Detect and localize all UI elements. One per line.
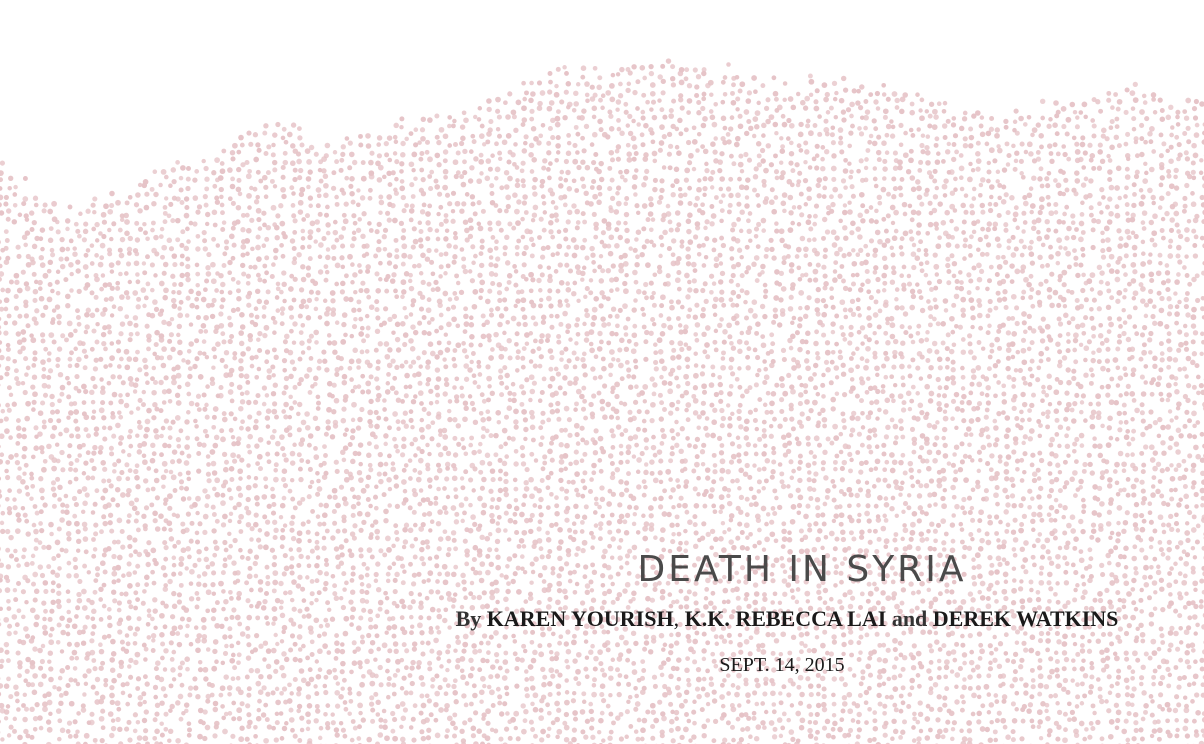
author-kk-rebecca-lai[interactable]: K.K. REBECCA LAI bbox=[684, 606, 887, 631]
author-derek-watkins[interactable]: DEREK WATKINS bbox=[932, 606, 1119, 631]
byline-separator: , bbox=[673, 606, 680, 631]
title-block: DEATH IN SYRIA By KAREN YOURISH, K.K. RE… bbox=[360, 546, 1204, 678]
dateline: SEPT. 14, 2015 bbox=[719, 654, 845, 676]
headline: DEATH IN SYRIA bbox=[637, 549, 967, 590]
byline-conjunction: and bbox=[891, 606, 928, 631]
byline-by: By bbox=[455, 606, 482, 631]
byline: By KAREN YOURISH, K.K. REBECCA LAI and D… bbox=[360, 604, 1204, 634]
author-karen-yourish[interactable]: KAREN YOURISH bbox=[486, 606, 674, 631]
